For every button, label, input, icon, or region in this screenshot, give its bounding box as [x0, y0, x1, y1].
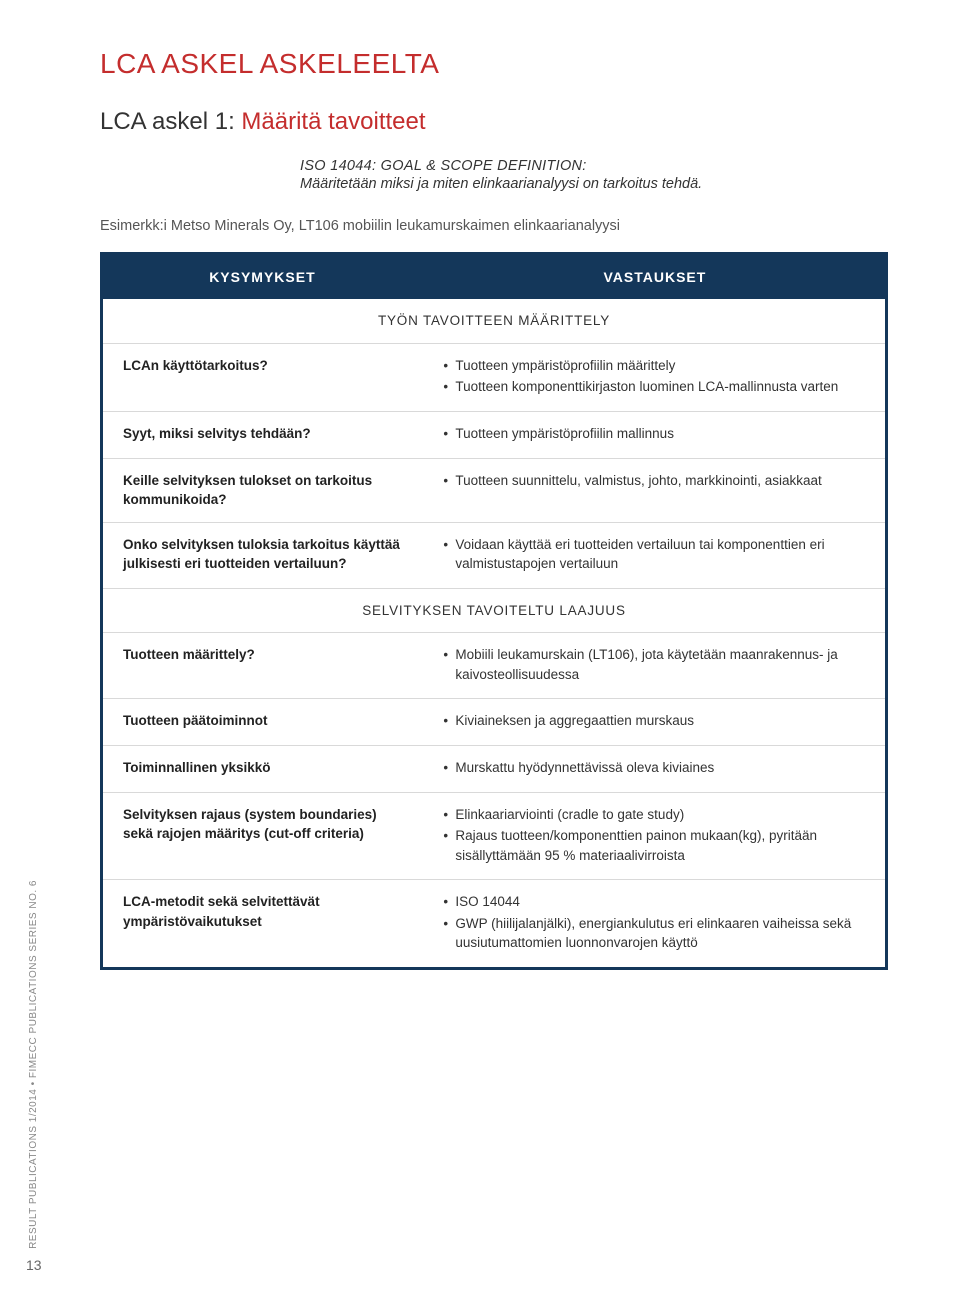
answer-cell: Voidaan käyttää eri tuotteiden vertailuu…	[423, 522, 886, 588]
table-row: Selvityksen rajaus (system boundaries) s…	[102, 792, 887, 880]
intro-heading: ISO 14044: GOAL & SCOPE DEFINITION:	[300, 158, 888, 174]
answer-cell: Tuotteen ympäristöprofiilin mallinnus	[423, 411, 886, 458]
table-row: Syyt, miksi selvitys tehdään? Tuotteen y…	[102, 411, 887, 458]
step-subtitle: Määritä tavoitteet	[241, 108, 425, 135]
answer-cell: Kiviaineksen ja aggregaattien murskaus	[423, 699, 886, 746]
question-cell: Toiminnallinen yksikkö	[102, 746, 424, 793]
table-body: TYÖN TAVOITTEEN MÄÄRITTELY LCAn käyttöta…	[102, 299, 887, 968]
question-cell: LCAn käyttötarkoitus?	[102, 343, 424, 411]
list-item: Voidaan käyttää eri tuotteiden vertailuu…	[443, 535, 869, 574]
question-cell: Onko selvityksen tuloksia tarkoitus käyt…	[102, 522, 424, 588]
step-label: LCA askel 1:	[100, 108, 235, 135]
table-header-a: VASTAUKSET	[423, 254, 886, 300]
answer-cell: Mobiili leukamurskain (LT106), jota käyt…	[423, 633, 886, 699]
page-title: LCA ASKEL ASKELEELTA	[100, 48, 888, 80]
side-publication-label: RESULT PUBLICATIONS 1/2014 • FIMECC PUBL…	[28, 880, 39, 1249]
answer-cell: Tuotteen suunnittelu, valmistus, johto, …	[423, 458, 886, 522]
question-cell: Tuotteen määrittely?	[102, 633, 424, 699]
question-cell: LCA-metodit sekä selvitettävät ympäristö…	[102, 880, 424, 969]
page-number: 13	[26, 1257, 42, 1273]
question-cell: Tuotteen päätoiminnot	[102, 699, 424, 746]
list-item: Tuotteen komponenttikirjaston luominen L…	[443, 377, 869, 397]
intro-text: Määritetään miksi ja miten elinkaarianal…	[300, 176, 888, 192]
answer-cell: Tuotteen ympäristöprofiilin määrittely T…	[423, 343, 886, 411]
table-row: Onko selvityksen tuloksia tarkoitus käyt…	[102, 522, 887, 588]
list-item: Mobiili leukamurskain (LT106), jota käyt…	[443, 645, 869, 684]
section-row: SELVITYKSEN TAVOITELTU LAAJUUS	[102, 588, 887, 633]
list-item: Rajaus tuotteen/komponenttien painon muk…	[443, 826, 869, 865]
list-item: Tuotteen ympäristöprofiilin mallinnus	[443, 424, 869, 444]
answer-cell: Murskattu hyödynnettävissä oleva kiviain…	[423, 746, 886, 793]
step-title: LCA askel 1: Määritä tavoitteet	[100, 108, 888, 136]
answer-cell: Elinkaariarviointi (cradle to gate study…	[423, 792, 886, 880]
table-row: Tuotteen määrittely? Mobiili leukamurska…	[102, 633, 887, 699]
table-row: Toiminnallinen yksikkö Murskattu hyödynn…	[102, 746, 887, 793]
table-row: Tuotteen päätoiminnot Kiviaineksen ja ag…	[102, 699, 887, 746]
list-item: Tuotteen suunnittelu, valmistus, johto, …	[443, 471, 869, 491]
list-item: Tuotteen ympäristöprofiilin määrittely	[443, 356, 869, 376]
list-item: Kiviaineksen ja aggregaattien murskaus	[443, 711, 869, 731]
answer-cell: ISO 14044 GWP (hiilijalanjälki), energia…	[423, 880, 886, 969]
list-item: ISO 14044	[443, 892, 869, 912]
question-cell: Syyt, miksi selvitys tehdään?	[102, 411, 424, 458]
question-cell: Selvityksen rajaus (system boundaries) s…	[102, 792, 424, 880]
question-cell: Keille selvityksen tulokset on tarkoitus…	[102, 458, 424, 522]
list-item: Elinkaariarviointi (cradle to gate study…	[443, 805, 869, 825]
table-row: LCA-metodit sekä selvitettävät ympäristö…	[102, 880, 887, 969]
table-row: LCAn käyttötarkoitus? Tuotteen ympäristö…	[102, 343, 887, 411]
section-title: SELVITYKSEN TAVOITELTU LAAJUUS	[102, 588, 887, 633]
list-item: Murskattu hyödynnettävissä oleva kiviain…	[443, 758, 869, 778]
intro-block: ISO 14044: GOAL & SCOPE DEFINITION: Määr…	[300, 158, 888, 192]
page-container: LCA ASKEL ASKELEELTA LCA askel 1: Määrit…	[0, 0, 960, 1293]
table-header-q: KYSYMYKSET	[102, 254, 424, 300]
example-line: Esimerkk:i Metso Minerals Oy, LT106 mobi…	[100, 218, 888, 234]
list-item: GWP (hiilijalanjälki), energiankulutus e…	[443, 914, 869, 953]
section-row: TYÖN TAVOITTEEN MÄÄRITTELY	[102, 299, 887, 343]
qa-table: KYSYMYKSET VASTAUKSET TYÖN TAVOITTEEN MÄ…	[100, 252, 888, 970]
section-title: TYÖN TAVOITTEEN MÄÄRITTELY	[102, 299, 887, 343]
table-row: Keille selvityksen tulokset on tarkoitus…	[102, 458, 887, 522]
